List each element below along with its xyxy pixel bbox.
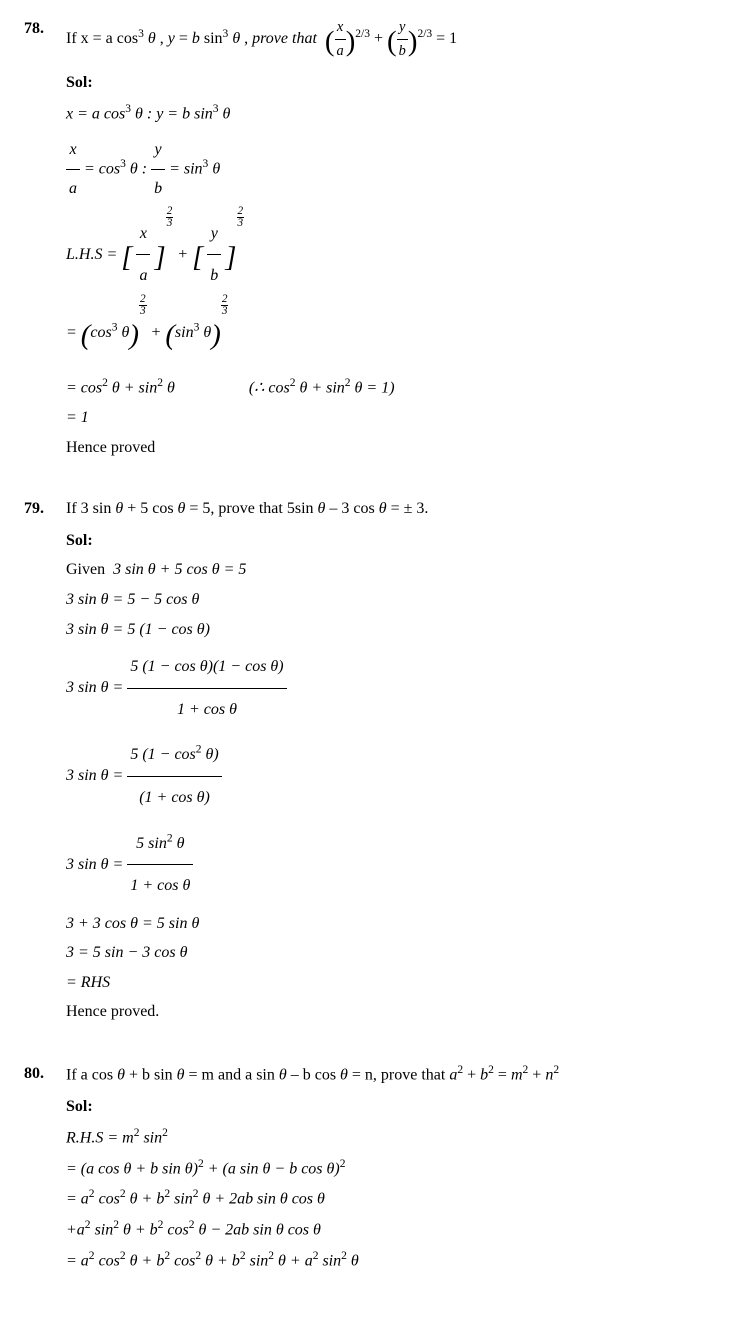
problem-body: If x = a cos3 θ , y = b sin3 θ , prove t… bbox=[66, 16, 716, 464]
solution-step: = (a cos θ + b sin θ)2 + (a sin θ − b co… bbox=[66, 1155, 716, 1182]
problem: 78.If x = a cos3 θ , y = b sin3 θ , prov… bbox=[24, 16, 716, 464]
solution-step: 3 sin θ = 5 (1 − cos θ) bbox=[66, 617, 716, 643]
problem-number: 79. bbox=[24, 496, 66, 1029]
problem-number: 80. bbox=[24, 1061, 66, 1278]
solution-step: x = a cos3 θ : y = b sin3 θ bbox=[66, 100, 716, 127]
solution-step: R.H.S = m2 sin2 bbox=[66, 1124, 716, 1151]
question-text: If x = a cos3 θ , y = b sin3 θ , prove t… bbox=[66, 16, 716, 64]
solution-step: 3 sin θ = 5 (1 − cos θ)(1 − cos θ)1 + co… bbox=[66, 646, 716, 730]
problem-body: If 3 sin θ + 5 cos θ = 5, prove that 5si… bbox=[66, 496, 716, 1029]
solution-label: Sol: bbox=[66, 528, 716, 554]
solution-step: = a2 cos2 θ + b2 sin2 θ + 2ab sin θ cos … bbox=[66, 1185, 716, 1212]
problem-number: 78. bbox=[24, 16, 66, 464]
question-text: If a cos θ + b sin θ = m and a sin θ – b… bbox=[66, 1061, 716, 1088]
solution-step: 3 sin θ = 5 (1 − cos2 θ)(1 + cos θ) bbox=[66, 734, 716, 818]
solution-step: Given 3 sin θ + 5 cos θ = 5 bbox=[66, 557, 716, 583]
solution-step: = cos2 θ + sin2 θ (∴ cos2 θ + sin2 θ = 1… bbox=[66, 374, 716, 401]
problem: 79.If 3 sin θ + 5 cos θ = 5, prove that … bbox=[24, 496, 716, 1029]
solution-step: xa = cos3 θ : yb = sin3 θ bbox=[66, 131, 716, 209]
solution-step: 3 sin θ = 5 sin2 θ1 + cos θ bbox=[66, 823, 716, 907]
solution-step: Hence proved bbox=[66, 435, 716, 461]
problem-body: If a cos θ + b sin θ = m and a sin θ – b… bbox=[66, 1061, 716, 1278]
solution-label: Sol: bbox=[66, 1094, 716, 1120]
solution-step: +a2 sin2 θ + b2 cos2 θ − 2ab sin θ cos θ bbox=[66, 1216, 716, 1243]
solution-step: 3 = 5 sin − 3 cos θ bbox=[66, 940, 716, 966]
solution-step: L.H.S = [ xa ]23 + [ yb ]23 bbox=[66, 213, 716, 297]
solution-label: Sol: bbox=[66, 70, 716, 96]
solution-step: 3 + 3 cos θ = 5 sin θ bbox=[66, 911, 716, 937]
problem: 80.If a cos θ + b sin θ = m and a sin θ … bbox=[24, 1061, 716, 1278]
solution-step: = (cos3 θ)23 + (sin3 θ)23 bbox=[66, 301, 716, 370]
question-text: If 3 sin θ + 5 cos θ = 5, prove that 5si… bbox=[66, 496, 716, 522]
solution-step: = 1 bbox=[66, 405, 716, 431]
solution-step: 3 sin θ = 5 − 5 cos θ bbox=[66, 587, 716, 613]
solution-step: = a2 cos2 θ + b2 cos2 θ + b2 sin2 θ + a2… bbox=[66, 1247, 716, 1274]
solution-step: Hence proved. bbox=[66, 999, 716, 1025]
solution-step: = RHS bbox=[66, 970, 716, 996]
